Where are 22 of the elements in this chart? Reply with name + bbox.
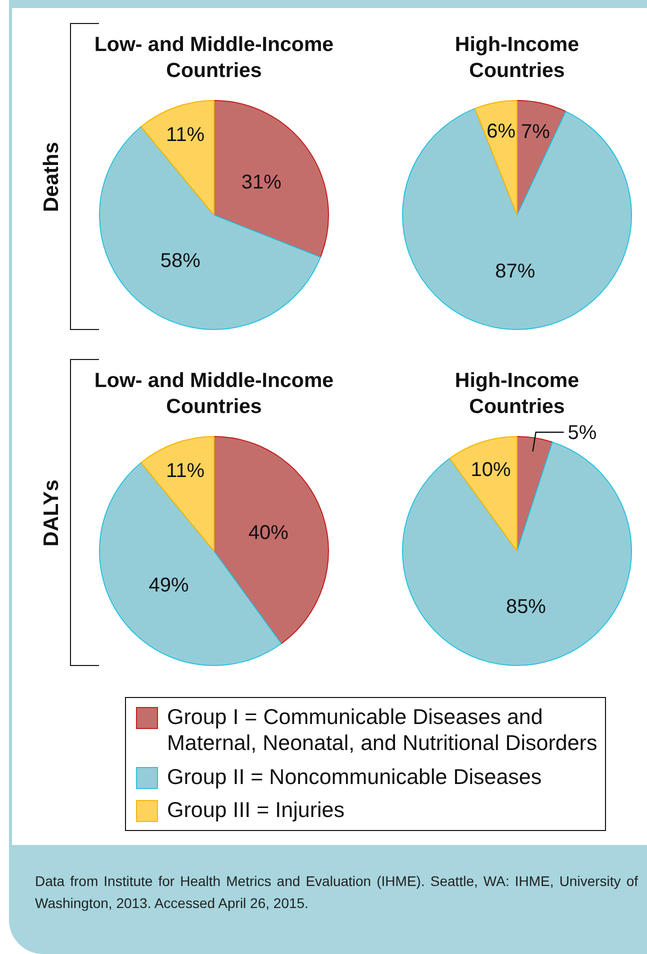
data-label: 7% [521,120,550,143]
data-label: 5% [568,422,597,444]
chart-title: High-Income Countries [454,32,580,84]
data-label: 40% [248,522,289,544]
legend-label: Group II = Noncommunicable Diseases [167,764,543,790]
data-label: 85% [506,596,546,618]
chart-title: High-Income Countries [454,368,580,420]
chart-title: Low- and Middle-Income Countries [93,368,335,420]
text: DALYs [40,480,64,546]
data-label: 87% [495,260,536,283]
legend-label: Group III = Injuries [167,797,346,823]
text: Data from Institute for Health Metrics and Evaluation (IHME). Seattle, WA: IHME, University of Washington, 2013. Accessed April 26, 2015. [35,873,638,911]
data-label: 49% [148,574,189,597]
data-label: 11% [166,460,205,482]
text: Deaths [40,142,64,212]
data-label: 10% [470,458,512,481]
legend-label: Group I = Communicable Diseases and Maternal, Neonatal, and Nutritional Disorders [167,704,598,756]
data-label: 6% [486,120,516,142]
data-label: 31% [241,171,282,194]
data-label: 58% [160,250,201,272]
data-label: 11% [166,124,205,146]
chart-title: Low- and Middle-Income Countries [93,32,335,84]
